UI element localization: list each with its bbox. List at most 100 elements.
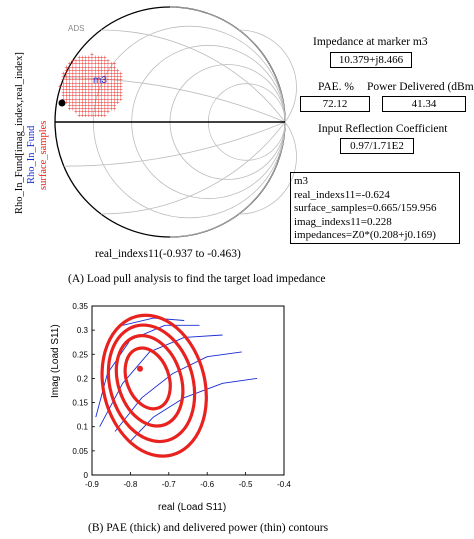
surface-sample-mark: + <box>96 103 100 109</box>
surface-sample-mark: + <box>64 100 68 106</box>
surface-sample-mark: + <box>106 74 110 80</box>
surface-sample-mark: + <box>119 90 123 96</box>
surface-sample-mark: + <box>96 55 100 61</box>
surface-sample-mark: + <box>93 94 97 100</box>
surface-sample-mark: + <box>61 71 65 77</box>
surface-sample-mark: + <box>77 68 81 74</box>
surface-sample-mark: + <box>99 87 103 93</box>
surface-sample-mark: + <box>74 74 78 80</box>
surface-sample-mark: + <box>77 84 81 90</box>
surface-sample-mark: + <box>83 113 87 119</box>
surface-sample-mark: + <box>83 90 87 96</box>
y-tick-label: 0.25 <box>72 350 88 359</box>
surface-sample-mark: + <box>64 84 68 90</box>
surface-sample-mark: + <box>112 78 116 84</box>
surface-sample-mark: + <box>77 110 81 116</box>
surface-sample-mark: + <box>93 58 97 64</box>
marker-readout-imag: imag_indexs11=0.228 <box>294 215 392 228</box>
surface-sample-mark: + <box>64 78 68 84</box>
surface-sample-mark: + <box>115 94 119 100</box>
surface-sample-mark: + <box>74 62 78 68</box>
surface-sample-mark: + <box>80 94 84 100</box>
x-tick-label: -0.7 <box>162 480 176 489</box>
surface-sample-mark: + <box>109 68 113 74</box>
surface-sample-mark: + <box>80 62 84 68</box>
surface-sample-mark: + <box>103 68 107 74</box>
surface-sample-mark: + <box>93 100 97 106</box>
power-contour-line <box>99 334 223 427</box>
surface-sample-mark: + <box>115 78 119 84</box>
optimum-marker <box>137 365 143 372</box>
refl-value-box: 0.97/1.71E2 <box>340 138 414 154</box>
marker-readout-name: m3 <box>294 175 309 187</box>
surface-sample-mark: + <box>96 97 100 103</box>
surface-sample-mark: + <box>67 78 71 84</box>
surface-sample-mark: + <box>71 100 75 106</box>
surface-sample-mark: + <box>90 94 94 100</box>
caption-b: (B) PAE (thick) and delivered power (thi… <box>88 522 329 534</box>
surface-sample-mark: + <box>71 87 75 93</box>
surface-sample-mark: + <box>99 110 103 116</box>
surface-sample-mark: + <box>87 78 91 84</box>
surface-sample-mark: + <box>71 71 75 77</box>
surface-sample-mark: + <box>90 81 94 87</box>
surface-sample-mark: + <box>112 100 116 106</box>
surface-sample-mark: + <box>71 68 75 74</box>
surface-sample-mark: + <box>115 100 119 106</box>
surface-sample-mark: + <box>77 74 81 80</box>
surface-sample-mark: + <box>106 71 110 77</box>
surface-sample-mark: + <box>99 71 103 77</box>
surface-sample-mark: + <box>103 74 107 80</box>
surface-sample-mark: + <box>71 84 75 90</box>
x-tick-label: -0.6 <box>200 480 214 489</box>
x-tick-label: -0.8 <box>124 480 138 489</box>
surface-sample-mark: + <box>115 71 119 77</box>
power-contour-line <box>122 317 185 326</box>
surface-sample-mark: + <box>87 84 91 90</box>
surface-sample-mark: + <box>103 81 107 87</box>
surface-sample-mark: + <box>83 81 87 87</box>
surface-sample-mark: + <box>99 100 103 106</box>
surface-sample-mark: + <box>61 94 65 100</box>
surface-sample-mark: + <box>99 113 103 119</box>
surface-sample-mark: + <box>119 84 123 90</box>
y-tick-label: 0 <box>84 471 89 480</box>
surface-sample-mark: + <box>74 81 78 87</box>
surface-sample-mark: + <box>115 81 119 87</box>
surface-sample-mark: + <box>103 84 107 90</box>
surface-sample-mark: + <box>93 81 97 87</box>
surface-sample-mark: + <box>87 87 91 93</box>
surface-sample-mark: + <box>87 65 91 71</box>
surface-sample-mark: + <box>109 78 113 84</box>
surface-sample-mark: + <box>77 58 81 64</box>
surface-sample-mark: + <box>99 78 103 84</box>
marker-readout-impedance: impedances=Z0*(0.208+j0.169) <box>294 229 436 241</box>
surface-sample-mark: + <box>96 78 100 84</box>
surface-sample-mark: + <box>64 68 68 74</box>
surface-sample-mark: + <box>90 65 94 71</box>
surface-sample-mark: + <box>90 113 94 119</box>
surface-sample-mark: + <box>83 103 87 109</box>
surface-sample-mark: + <box>74 103 78 109</box>
surface-sample-mark: + <box>71 58 75 64</box>
surface-sample-mark: + <box>77 81 81 87</box>
surface-sample-mark: + <box>96 110 100 116</box>
surface-sample-mark: + <box>71 106 75 112</box>
surface-sample-mark: + <box>64 65 68 71</box>
surface-sample-mark: + <box>87 74 91 80</box>
impedance-title: Impedance at marker m3 <box>313 36 428 48</box>
y-tick-label: 0.35 <box>72 302 88 311</box>
surface-sample-mark: + <box>106 97 110 103</box>
surface-sample-mark: + <box>83 78 87 84</box>
pae-contours <box>100 313 208 458</box>
surface-sample-mark: + <box>64 87 68 93</box>
surface-sample-mark: + <box>87 71 91 77</box>
surface-sample-mark: + <box>93 68 97 74</box>
surface-sample-mark: + <box>90 74 94 80</box>
surface-sample-mark: + <box>80 84 84 90</box>
surface-sample-mark: + <box>61 74 65 80</box>
surface-sample-mark: + <box>96 94 100 100</box>
marker-m3-label: m3 <box>93 75 107 86</box>
surface-sample-mark: + <box>83 74 87 80</box>
surface-sample-mark: + <box>96 81 100 87</box>
